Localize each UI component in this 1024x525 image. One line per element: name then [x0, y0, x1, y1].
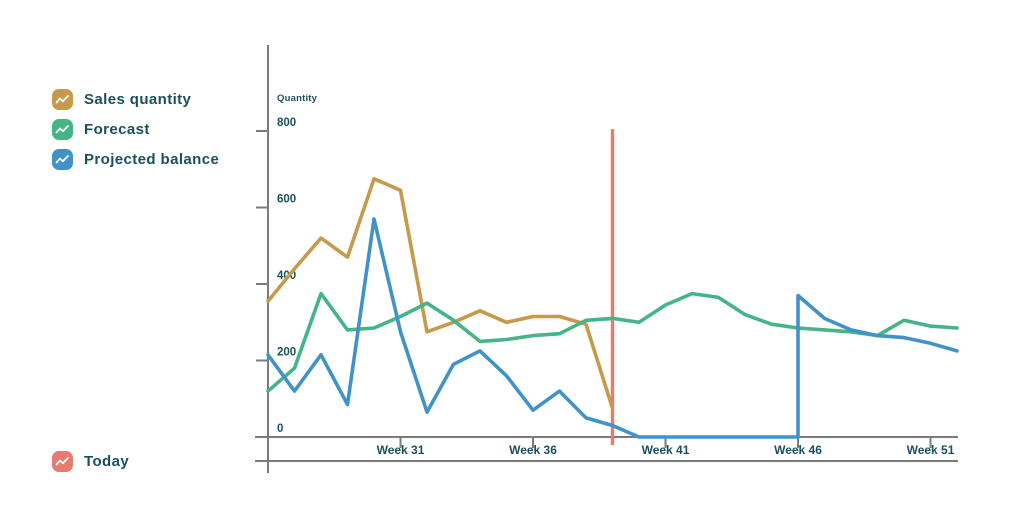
x-tick-label: Week 41 — [642, 443, 690, 457]
y-axis-title: Quantity — [277, 93, 318, 104]
legend-label-projected-balance: Projected balance — [84, 151, 220, 168]
y-tick-label: 0 — [277, 423, 283, 435]
sales-quantity-icon — [52, 89, 73, 110]
y-tick-label: 800 — [277, 117, 296, 129]
today-icon — [52, 451, 73, 472]
legend-label-sales-quantity: Sales quantity — [84, 91, 192, 108]
x-tick-label: Week 36 — [509, 443, 557, 457]
legend-label-today: Today — [84, 453, 130, 470]
x-tick-label: Week 31 — [377, 443, 425, 457]
legend-item-sales-quantity: Sales quantity — [52, 89, 191, 110]
legend-item-today: Today — [52, 451, 129, 472]
series-line-sales-quantity — [266, 177, 615, 411]
y-tick-label: 200 — [277, 347, 296, 359]
legend-label-forecast: Forecast — [84, 121, 150, 138]
legend-item-forecast: Forecast — [52, 119, 150, 140]
x-tick-label: Week 46 — [774, 443, 822, 457]
y-tick-label: 600 — [277, 194, 296, 206]
projected-balance-icon — [52, 149, 73, 170]
forecast-icon — [52, 119, 73, 140]
legend-item-projected-balance: Projected balance — [52, 149, 219, 170]
series-line-projected-balance — [266, 217, 959, 439]
series-line-forecast — [266, 291, 959, 393]
x-tick-label: Week 51 — [907, 443, 955, 457]
